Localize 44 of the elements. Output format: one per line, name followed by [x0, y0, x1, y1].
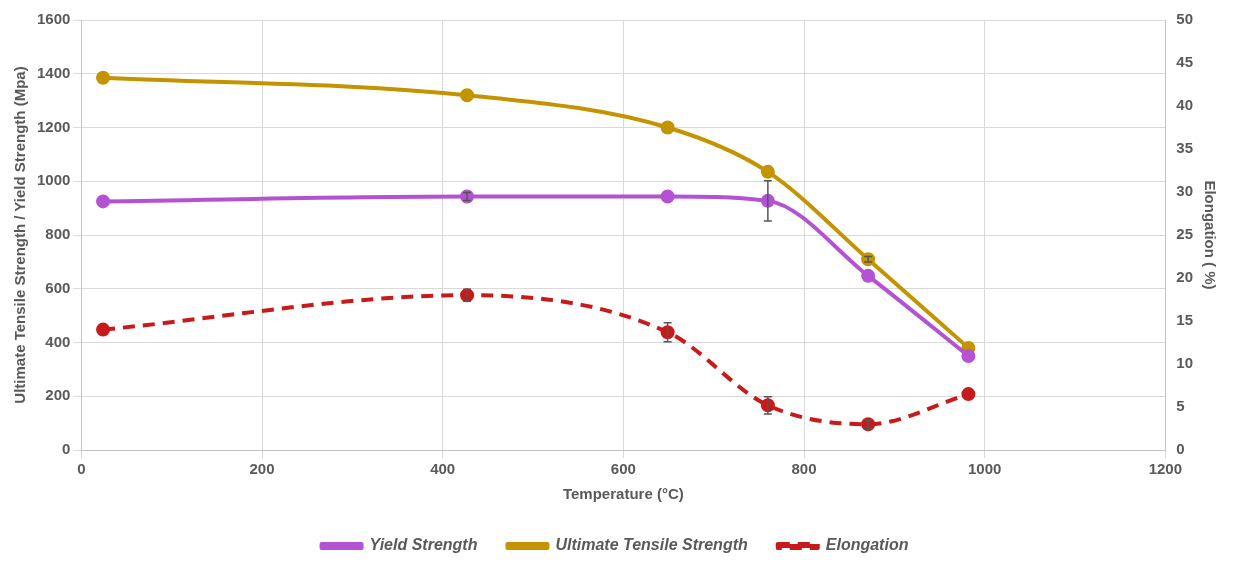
y2-tick-label: 30: [1176, 182, 1193, 200]
point: [96, 194, 111, 209]
x-tick-label: 800: [791, 460, 817, 478]
point: [660, 189, 675, 204]
y2-tick-label: 15: [1176, 311, 1193, 329]
x-axis-title: Temperature (°C): [562, 485, 684, 503]
point: [460, 88, 475, 103]
y-tick-label: 1600: [36, 10, 71, 28]
point: [660, 120, 675, 135]
y2-tick-label: 0: [1176, 440, 1185, 458]
x-tick-label: 0: [77, 460, 86, 478]
y2-tick-label: 20: [1176, 268, 1193, 286]
y2-tick-label: 5: [1176, 397, 1185, 415]
x-tick-label: 400: [430, 460, 456, 478]
y2-axis-title: Elongation ( %): [1201, 180, 1219, 290]
y2-tick-label: 25: [1176, 225, 1193, 243]
point: [96, 70, 111, 85]
x-tick-label: 1000: [967, 460, 1002, 478]
point: [760, 164, 775, 179]
y-tick-label: 600: [45, 278, 71, 296]
y-tick-label: 1000: [36, 171, 71, 189]
y2-tick-label: 40: [1176, 96, 1193, 114]
y-tick-label: 0: [62, 440, 71, 458]
point: [861, 268, 876, 283]
y-tick-label: 1200: [36, 117, 71, 135]
point: [961, 387, 976, 402]
point: [961, 348, 976, 363]
y2-tick-label: 10: [1176, 354, 1193, 372]
legend-label: Yield Strength: [369, 536, 478, 554]
x-tick-label: 200: [249, 460, 275, 478]
y2-tick-label: 45: [1176, 53, 1193, 71]
point: [96, 322, 111, 337]
x-tick-label: 1200: [1148, 460, 1182, 478]
y2-tick-label: 35: [1176, 139, 1193, 157]
point: [861, 252, 876, 267]
x-tick-label: 600: [610, 460, 636, 478]
y-tick-label: 200: [45, 386, 71, 404]
legend-label: Elongation: [825, 536, 909, 554]
y-tick-label: 400: [45, 332, 71, 350]
y-tick-label: 800: [45, 225, 71, 243]
y2-tick-label: 50: [1176, 10, 1193, 28]
legend-label: Ultimate Tensile Strength: [555, 536, 748, 554]
y-tick-label: 1400: [36, 63, 71, 81]
y-axis-title: Ultimate Tensile Strength / Yield Strength (Mpa): [11, 66, 29, 404]
